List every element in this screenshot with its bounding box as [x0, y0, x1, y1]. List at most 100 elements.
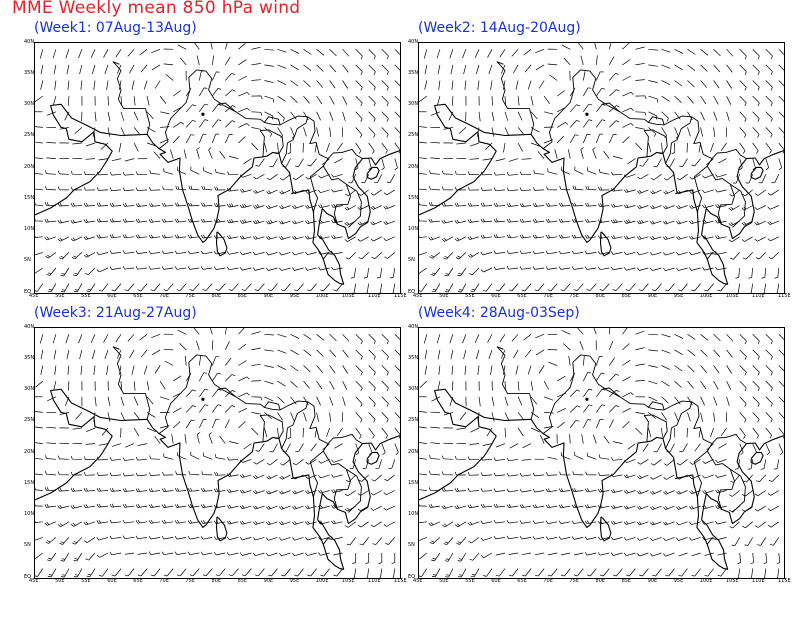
wind-barb — [569, 389, 581, 398]
wind-barb — [394, 427, 400, 439]
lat-tick-label: 30N — [24, 386, 35, 392]
wind-barb — [627, 443, 636, 450]
wind-barb — [109, 202, 122, 207]
wind-barb — [623, 219, 636, 224]
lon-tick-label: 115E — [394, 578, 407, 584]
wind-barb — [83, 504, 96, 509]
wind-barb — [623, 188, 636, 193]
wind-barb — [388, 459, 396, 469]
wind-barb — [547, 456, 558, 460]
wind-barb — [279, 552, 291, 557]
wind-barb — [726, 64, 733, 73]
wind-barb — [373, 174, 383, 184]
lon-tick-label: 65E — [133, 578, 143, 584]
wind-barb — [190, 166, 200, 175]
wind-barb — [674, 349, 683, 356]
wind-barb — [200, 504, 213, 508]
wind-barb — [622, 59, 631, 66]
wind-barb — [661, 64, 671, 69]
wind-barb — [674, 365, 683, 372]
wind-barb — [571, 218, 584, 223]
lat-tick-label: 25N — [24, 132, 35, 139]
coastline — [601, 387, 621, 398]
wind-barb — [109, 171, 122, 176]
wind-barb — [726, 95, 732, 105]
wind-barb — [503, 142, 506, 153]
wind-barb — [133, 381, 136, 391]
wind-barb — [66, 349, 70, 360]
wind-barb — [211, 356, 220, 366]
wind-barb — [96, 234, 109, 239]
wind-barb — [419, 235, 427, 238]
wind-barb — [441, 219, 453, 224]
wind-barb — [277, 95, 286, 102]
wind-barb — [574, 166, 584, 175]
wind-barb — [47, 283, 57, 293]
wind-barb — [419, 218, 427, 222]
coastline — [217, 387, 237, 398]
wind-barb — [623, 474, 636, 479]
wind-barb — [752, 334, 760, 345]
wind-barb — [83, 487, 96, 492]
wind-barb — [687, 380, 694, 389]
wind-barb — [609, 357, 615, 366]
wind-barb — [547, 283, 558, 292]
wind-barb — [109, 535, 122, 540]
wind-barb — [251, 331, 261, 335]
wind-barb — [760, 459, 767, 470]
wind-barb — [637, 173, 649, 180]
wind-barb — [545, 536, 558, 540]
wind-barb — [187, 218, 200, 223]
wind-barb — [78, 49, 83, 59]
wind-barb — [635, 62, 645, 66]
lat-tick-label: 15N — [408, 479, 419, 486]
wind-barb — [251, 380, 261, 382]
wind-barb — [290, 48, 300, 54]
lat-tick-label: 20N — [24, 448, 35, 455]
wind-barb — [74, 127, 83, 134]
wind-barb — [253, 490, 265, 495]
wind-barb — [587, 167, 597, 175]
wind-map-svg — [35, 328, 400, 578]
wind-barb — [582, 419, 592, 429]
wind-barb — [44, 521, 57, 526]
wind-barb — [365, 568, 370, 578]
wind-barb — [109, 488, 122, 492]
wind-barb — [572, 471, 584, 476]
wind-barb — [558, 234, 571, 239]
wind-barb — [225, 357, 232, 366]
wind-barb — [506, 203, 519, 207]
wind-barb — [333, 552, 343, 556]
wind-barb — [480, 552, 493, 559]
wind-barb — [226, 488, 239, 493]
lat-tick-label: 20N — [408, 448, 419, 455]
wind-barb — [454, 219, 466, 224]
wind-barb — [661, 80, 671, 86]
wind-barb — [35, 202, 43, 206]
wind-barb — [381, 111, 389, 122]
wind-barb — [239, 251, 252, 255]
wind-barb — [547, 63, 558, 66]
wind-barb — [694, 443, 701, 452]
wind-barb — [35, 188, 43, 191]
wind-barb — [754, 220, 766, 226]
wind-barb — [146, 96, 150, 106]
wind-barb — [146, 111, 154, 120]
wind-barb — [689, 459, 701, 465]
lat-tick-label: EQ — [408, 573, 416, 580]
wind-barb — [357, 236, 369, 242]
wind-barb — [608, 340, 614, 351]
wind-barb — [577, 328, 584, 335]
wind-barb — [754, 236, 766, 242]
lon-tick-label: 105E — [341, 293, 355, 299]
wind-barb — [137, 443, 148, 446]
coastline — [346, 468, 362, 513]
wind-barb — [504, 396, 509, 406]
wind-barb — [527, 80, 532, 90]
wind-barb — [40, 64, 44, 75]
wind-barb — [419, 267, 427, 274]
wind-barb — [663, 505, 675, 510]
wind-barb — [752, 127, 760, 138]
wind-barb — [107, 412, 111, 422]
wind-barb — [329, 412, 332, 422]
